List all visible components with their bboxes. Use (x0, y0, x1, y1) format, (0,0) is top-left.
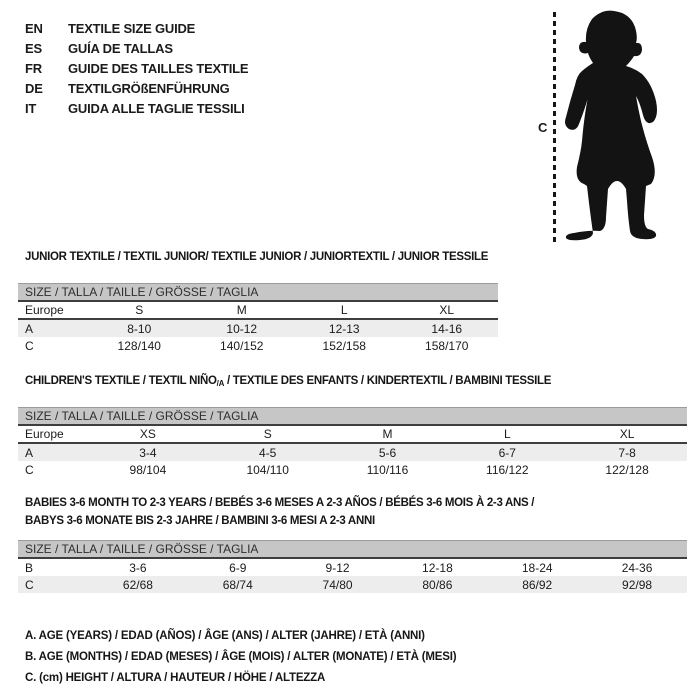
language-title: GUIDE DES TAILLES TEXTILE (68, 60, 249, 76)
language-title: TEXTILGRÖßENFÜHRUNG (68, 80, 230, 96)
height-measure-label: C (538, 120, 548, 135)
value-cell: 158/170 (425, 338, 469, 353)
footnotes: A. AGE (YEARS) / EDAD (AÑOS) / ÂGE (ANS)… (25, 626, 457, 689)
value-cell: 62/68 (122, 577, 153, 592)
junior-section-title: JUNIOR TEXTILE / TEXTIL JUNIOR/ TEXTILE … (25, 251, 489, 263)
children-title-text: CHILDREN'S TEXTILE / TEXTIL NIÑO (25, 375, 217, 387)
language-row-it: IT GUIDA ALLE TAGLIE TESSILI (25, 98, 248, 118)
height-dashed-line (553, 12, 556, 243)
value-cell: 74/80 (322, 577, 353, 592)
size-cell: L (503, 427, 511, 441)
row-label: A (25, 321, 34, 336)
value-cell: 3-6 (129, 560, 147, 575)
size-cell: XL (439, 303, 455, 317)
value-cell: 24-36 (621, 560, 653, 575)
height-measure-figure: C (538, 0, 700, 250)
children-title-text: / TEXTILE DES ENFANTS / KINDERTEXTIL / B… (224, 375, 552, 387)
size-cell: L (340, 303, 348, 317)
value-cell: 8-10 (127, 321, 152, 336)
size-header-band: SIZE / TALLA / TAILLE / GRÖSSE / TAGLIA (18, 407, 687, 426)
value-cell: 14-16 (431, 321, 463, 336)
value-cell: 12-18 (422, 560, 453, 575)
size-cell: S (135, 303, 144, 317)
junior-row-europe: Europe S M L XL (18, 302, 498, 320)
value-cell: 110/116 (366, 462, 409, 477)
value-cell: 92/98 (622, 577, 653, 592)
size-cell: XS (139, 427, 156, 441)
language-code: IT (25, 100, 37, 116)
value-cell: 152/158 (322, 338, 366, 353)
language-title: GUÍA DE TALLAS (68, 40, 173, 56)
value-cell: 5-6 (378, 445, 397, 460)
value-cell: 104/110 (246, 462, 289, 477)
value-cell: 128/140 (117, 338, 161, 353)
value-cell: 12-13 (328, 321, 360, 336)
language-code: DE (25, 80, 43, 96)
row-label: C (25, 462, 34, 477)
language-row-en: EN TEXTILE SIZE GUIDE (25, 18, 248, 38)
language-code: ES (25, 40, 42, 56)
row-label: C (25, 577, 34, 592)
junior-row-a: A 8-10 10-12 12-13 14-16 (18, 320, 498, 337)
value-cell: 4-5 (259, 445, 277, 460)
size-cell: XL (619, 427, 635, 441)
language-row-fr: FR GUIDE DES TAILLES TEXTILE (25, 58, 249, 78)
value-cell: 18-24 (521, 560, 553, 575)
language-code: FR (25, 60, 42, 76)
value-cell: 6-9 (229, 560, 247, 575)
region-label: Europe (25, 303, 64, 317)
children-row-a: A 3-4 4-5 5-6 6-7 7-8 (18, 444, 687, 461)
junior-row-c: C 128/140 140/152 152/158 158/170 (18, 337, 498, 354)
value-cell: 140/152 (220, 338, 264, 353)
size-header-band: SIZE / TALLA / TAILLE / GRÖSSE / TAGLIA (18, 540, 687, 559)
region-label: Europe (25, 427, 64, 441)
value-cell: 122/128 (605, 462, 649, 477)
size-cell: M (236, 303, 247, 317)
footnote-a: A. AGE (YEARS) / EDAD (AÑOS) / ÂGE (ANS)… (25, 630, 425, 642)
babies-section-title: BABIES 3-6 MONTH TO 2-3 YEARS / BEBÉS 3-… (25, 494, 585, 530)
babies-size-table: SIZE / TALLA / TAILLE / GRÖSSE / TAGLIA … (18, 540, 687, 593)
children-title-subscript: /A (216, 379, 225, 388)
value-cell: 68/74 (222, 577, 253, 592)
row-label: C (25, 338, 34, 353)
children-row-europe: Europe XS S M L XL (18, 426, 687, 444)
babies-title-line1: BABIES 3-6 MONTH TO 2-3 YEARS / BEBÉS 3-… (25, 497, 535, 509)
children-row-c: C 98/104 104/110 110/116 116/122 122/128 (18, 461, 687, 478)
language-title: TEXTILE SIZE GUIDE (68, 20, 196, 36)
size-header-band: SIZE / TALLA / TAILLE / GRÖSSE / TAGLIA (18, 283, 498, 302)
value-cell: 9-12 (325, 560, 350, 575)
value-cell: 116/122 (486, 462, 529, 477)
language-title: GUIDA ALLE TAGLIE TESSILI (68, 100, 245, 116)
value-cell: 10-12 (226, 321, 258, 336)
value-cell: 6-7 (498, 445, 516, 460)
value-cell: 86/92 (522, 577, 553, 592)
babies-title-line2: BABYS 3-6 MONATE BIS 2-3 JAHRE / BAMBINI… (25, 515, 375, 527)
language-code: EN (25, 20, 43, 36)
value-cell: 80/86 (422, 577, 453, 592)
row-label: A (25, 445, 34, 460)
children-section-title: CHILDREN'S TEXTILE / TEXTIL NIÑO/A / TEX… (25, 375, 551, 388)
size-cell: M (382, 427, 393, 441)
language-row-es: ES GUÍA DE TALLAS (25, 38, 248, 58)
size-cell: S (263, 427, 272, 441)
junior-size-table: SIZE / TALLA / TAILLE / GRÖSSE / TAGLIA … (18, 283, 498, 354)
babies-row-b: B 3-6 6-9 9-12 12-18 18-24 24-36 (18, 559, 687, 576)
value-cell: 98/104 (129, 462, 167, 477)
children-size-table: SIZE / TALLA / TAILLE / GRÖSSE / TAGLIA … (18, 407, 687, 478)
value-cell: 3-4 (139, 445, 157, 460)
value-cell: 7-8 (618, 445, 636, 460)
language-row-de: DE TEXTILGRÖßENFÜHRUNG (25, 78, 248, 98)
language-title-list: EN TEXTILE SIZE GUIDE ES GUÍA DE TALLAS … (25, 18, 249, 118)
babies-row-c: C 62/68 68/74 74/80 80/86 86/92 92/98 (18, 576, 687, 593)
footnote-b: B. AGE (MONTHS) / EDAD (MESES) / ÂGE (MO… (25, 651, 457, 663)
footnote-c: C. (cm) HEIGHT / ALTURA / HAUTEUR / HÖHE… (25, 672, 326, 684)
row-label: B (25, 560, 34, 575)
toddler-silhouette-icon (565, 10, 657, 241)
